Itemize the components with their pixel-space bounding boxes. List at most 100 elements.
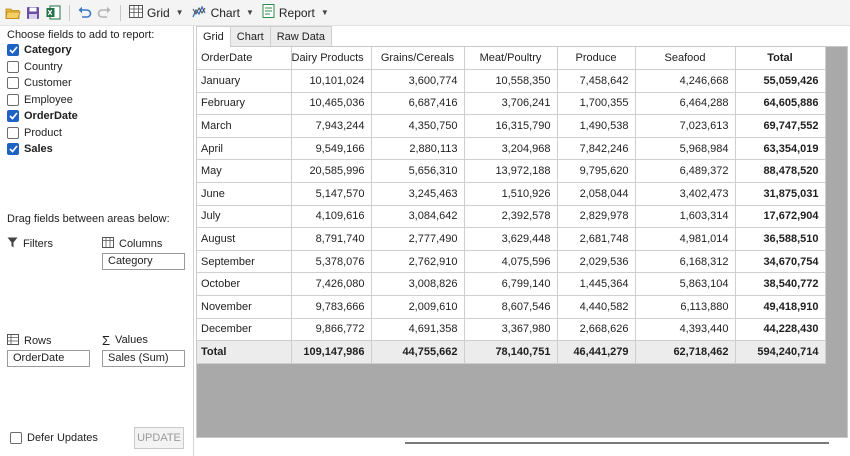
total-cell[interactable]: 44,755,662 <box>371 340 465 364</box>
column-header[interactable]: Produce <box>557 47 636 71</box>
table-cell[interactable]: 8,791,740 <box>291 227 372 251</box>
field-employee[interactable]: Employee <box>7 92 78 109</box>
checkbox-icon[interactable] <box>10 432 22 444</box>
table-cell[interactable]: 2,058,044 <box>557 182 636 206</box>
redo-icon[interactable] <box>95 4 113 22</box>
table-cell[interactable]: 7,943,244 <box>291 114 372 138</box>
row-total-cell[interactable]: 36,588,510 <box>735 227 826 251</box>
undo-icon[interactable] <box>75 4 93 22</box>
update-button[interactable]: UPDATE <box>134 427 184 449</box>
row-header[interactable]: January <box>197 69 292 93</box>
table-cell[interactable]: 4,350,750 <box>371 114 465 138</box>
field-category[interactable]: Category <box>7 42 78 59</box>
row-header[interactable]: July <box>197 205 292 229</box>
total-cell[interactable]: 62,718,462 <box>635 340 736 364</box>
table-cell[interactable]: 7,842,246 <box>557 137 636 161</box>
table-cell[interactable]: 2,681,748 <box>557 227 636 251</box>
table-cell[interactable]: 5,147,570 <box>291 182 372 206</box>
table-cell[interactable]: 1,700,355 <box>557 92 636 116</box>
table-cell[interactable]: 3,245,463 <box>371 182 465 206</box>
table-cell[interactable]: 6,168,312 <box>635 250 736 274</box>
column-header[interactable]: Meat/Poultry <box>464 47 558 71</box>
table-cell[interactable]: 16,315,790 <box>464 114 558 138</box>
row-header[interactable]: November <box>197 295 292 319</box>
table-cell[interactable]: 3,008,826 <box>371 272 465 297</box>
report-button[interactable]: Report ▼ <box>259 3 332 23</box>
table-cell[interactable]: 2,009,610 <box>371 295 465 319</box>
table-cell[interactable]: 4,075,596 <box>464 250 558 274</box>
row-total-cell[interactable]: 49,418,910 <box>735 295 826 319</box>
column-header[interactable]: OrderDate <box>197 47 292 71</box>
table-cell[interactable]: 9,549,166 <box>291 137 372 161</box>
table-cell[interactable]: 6,113,880 <box>635 295 736 319</box>
table-cell[interactable]: 7,426,080 <box>291 272 372 297</box>
row-total-cell[interactable]: 55,059,426 <box>735 69 826 93</box>
row-total-cell[interactable]: 63,354,019 <box>735 137 826 161</box>
grid-button[interactable]: Grid ▼ <box>126 3 187 23</box>
table-cell[interactable]: 7,458,642 <box>557 69 636 93</box>
row-header[interactable]: August <box>197 227 292 251</box>
table-cell[interactable]: 9,866,772 <box>291 318 372 342</box>
column-header[interactable]: Dairy Products <box>291 47 372 71</box>
row-header[interactable]: Total <box>197 340 292 364</box>
checkbox-icon[interactable] <box>7 77 19 90</box>
defer-updates-checkbox[interactable]: Defer Updates <box>10 432 98 444</box>
total-cell[interactable]: 46,441,279 <box>557 340 636 364</box>
table-cell[interactable]: 10,558,350 <box>464 69 558 93</box>
total-cell[interactable]: 78,140,751 <box>464 340 558 364</box>
columns-field-chip[interactable]: Category <box>102 253 185 270</box>
checkbox-icon[interactable] <box>7 93 19 106</box>
table-cell[interactable]: 9,783,666 <box>291 295 372 319</box>
row-total-cell[interactable]: 69,747,552 <box>735 114 826 138</box>
row-header[interactable]: September <box>197 250 292 274</box>
save-icon[interactable] <box>24 4 42 22</box>
tab-grid[interactable]: Grid <box>196 26 231 47</box>
chart-button[interactable]: Chart ▼ <box>189 3 257 23</box>
row-total-cell[interactable]: 38,540,772 <box>735 272 826 297</box>
table-cell[interactable]: 2,668,626 <box>557 318 636 342</box>
table-cell[interactable]: 3,706,241 <box>464 92 558 116</box>
rows-field-chip[interactable]: OrderDate <box>7 350 90 367</box>
checkbox-checked-icon[interactable] <box>7 110 19 123</box>
table-cell[interactable]: 10,101,024 <box>291 69 372 93</box>
column-header[interactable]: Seafood <box>635 47 736 71</box>
row-total-cell[interactable]: 44,228,430 <box>735 318 826 342</box>
row-header[interactable]: April <box>197 137 292 161</box>
row-header[interactable]: February <box>197 92 292 116</box>
checkbox-icon[interactable] <box>7 126 19 139</box>
table-cell[interactable]: 2,029,536 <box>557 250 636 274</box>
table-cell[interactable]: 3,204,968 <box>464 137 558 161</box>
field-country[interactable]: Country <box>7 59 78 76</box>
row-total-cell[interactable]: 64,605,886 <box>735 92 826 116</box>
table-cell[interactable]: 2,392,578 <box>464 205 558 229</box>
table-cell[interactable]: 4,109,616 <box>291 205 372 229</box>
table-cell[interactable]: 4,981,014 <box>635 227 736 251</box>
table-cell[interactable]: 10,465,036 <box>291 92 372 116</box>
table-cell[interactable]: 13,972,188 <box>464 159 558 184</box>
grand-total-cell[interactable]: 594,240,714 <box>735 340 826 364</box>
row-header[interactable]: March <box>197 114 292 138</box>
row-total-cell[interactable]: 88,478,520 <box>735 159 826 184</box>
table-cell[interactable]: 5,863,104 <box>635 272 736 297</box>
checkbox-icon[interactable] <box>7 60 19 73</box>
table-cell[interactable]: 6,489,372 <box>635 159 736 184</box>
tab-chart[interactable]: Chart <box>229 26 271 46</box>
row-total-cell[interactable]: 31,875,031 <box>735 182 826 206</box>
table-cell[interactable]: 5,378,076 <box>291 250 372 274</box>
horizontal-scrollbar[interactable] <box>405 442 829 444</box>
table-cell[interactable]: 3,629,448 <box>464 227 558 251</box>
field-customer[interactable]: Customer <box>7 75 78 92</box>
table-cell[interactable]: 4,691,358 <box>371 318 465 342</box>
table-cell[interactable]: 5,968,984 <box>635 137 736 161</box>
row-total-cell[interactable]: 17,672,904 <box>735 205 826 229</box>
table-cell[interactable]: 6,799,140 <box>464 272 558 297</box>
table-cell[interactable]: 1,603,314 <box>635 205 736 229</box>
table-cell[interactable]: 4,440,582 <box>557 295 636 319</box>
table-cell[interactable]: 2,880,113 <box>371 137 465 161</box>
table-cell[interactable]: 1,490,538 <box>557 114 636 138</box>
table-cell[interactable]: 2,777,490 <box>371 227 465 251</box>
table-cell[interactable]: 4,393,440 <box>635 318 736 342</box>
field-orderdate[interactable]: OrderDate <box>7 108 78 125</box>
checkbox-checked-icon[interactable] <box>7 143 19 156</box>
table-cell[interactable]: 6,687,416 <box>371 92 465 116</box>
